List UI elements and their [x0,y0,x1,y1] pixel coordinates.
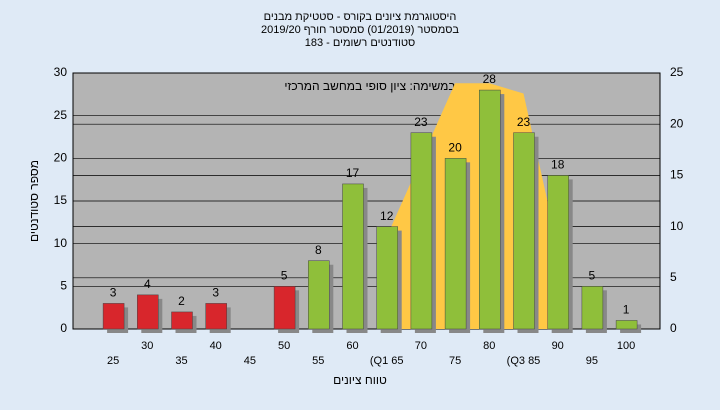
x-tick-label: 75 [449,355,461,367]
bar [615,320,638,330]
data-label: 28 [483,72,497,86]
data-label: 20 [448,141,462,155]
y-tick-label: 30 [54,65,68,79]
annotation: במשימה: ציון סופי במחשב המרכזי [284,79,455,93]
x-tick-label: 40 [210,340,222,352]
data-label: 12 [380,209,394,223]
y2-tick-label: 10 [670,219,684,233]
bar [581,286,604,330]
bar [137,294,159,330]
bar [342,183,364,330]
bar [410,132,433,330]
y-axis-label: מספר סטודנטים [27,160,41,242]
x-tick-label: 80 [483,340,495,352]
x-tick-label: 25 [107,355,119,367]
y-tick-label: 10 [54,236,68,250]
x-tick-label: 50 [278,340,290,352]
x-tick-label: 70 [415,340,427,352]
x-tick-label: (Q3 85 [507,355,541,367]
chart-subtitle: סטודנטים רשומים - 183 [305,37,416,49]
chart-title: היסטוגרמת ציונים בקורס - סטטיקת מבנים [264,11,457,23]
data-label: 3 [110,286,117,300]
x-tick-label: 100 [617,340,635,352]
y-tick-label: 25 [54,108,68,122]
y-tick-label: 0 [60,321,67,335]
data-label: 1 [623,303,630,317]
bar [376,226,398,330]
x-tick-label: 35 [175,355,187,367]
data-label: 3 [212,286,219,300]
data-label: 17 [346,166,360,180]
y2-tick-label: 5 [670,270,677,284]
y2-tick-label: 25 [670,65,684,79]
bar [444,158,467,330]
x-tick-label: 95 [586,355,598,367]
data-label: 4 [144,277,151,291]
bar [171,311,193,330]
x-tick-label: 30 [141,340,153,352]
x-axis-label: טווח ציונים [333,373,387,387]
y2-tick-label: 20 [670,116,684,130]
x-tick-label: (Q1 65 [370,355,404,367]
data-label: 23 [414,115,428,129]
bar [479,89,501,330]
chart-subtitle: בסמסטר (01/2019) סמסטר חורף 2019/20 [261,24,459,36]
bar [547,175,569,330]
data-label: 23 [517,115,531,129]
data-label: 5 [281,269,288,283]
y2-tick-label: 15 [670,168,684,182]
y-tick-label: 20 [54,151,68,165]
bar [308,260,330,330]
bar [513,132,535,330]
bar [205,303,227,330]
x-tick-label: 90 [552,340,564,352]
data-label: 5 [589,269,596,283]
x-tick-label: 55 [312,355,324,367]
y2-tick-label: 0 [670,321,677,335]
y-tick-label: 5 [60,279,67,293]
bar [102,303,125,330]
data-label: 8 [315,243,322,257]
x-tick-label: 45 [244,355,256,367]
data-label: 2 [178,294,185,308]
y-tick-label: 15 [54,193,68,207]
data-label: 18 [551,158,565,172]
x-tick-label: 60 [346,340,358,352]
bar [273,286,296,330]
